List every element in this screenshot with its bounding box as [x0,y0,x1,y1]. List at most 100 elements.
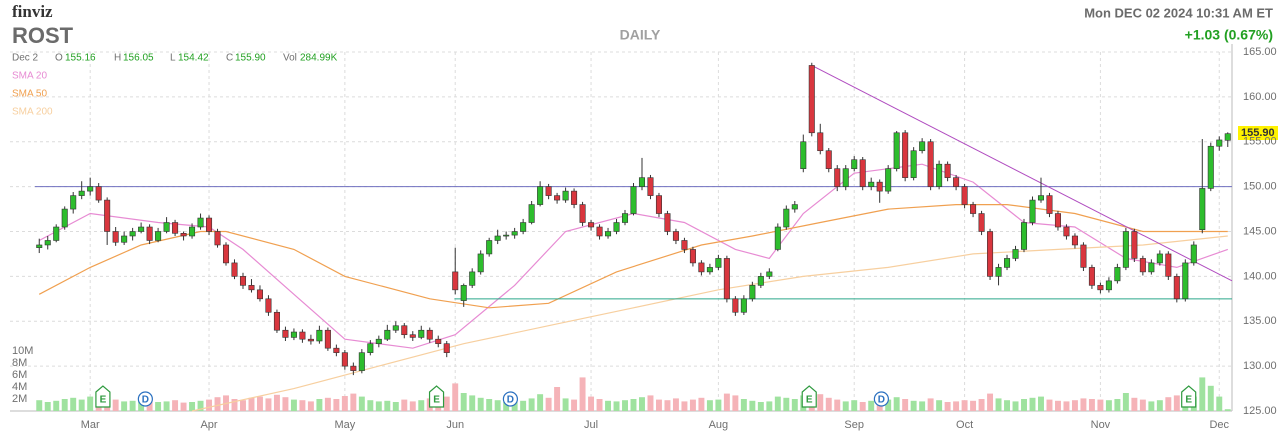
candle-body [112,231,119,243]
candle-body [197,217,204,228]
candle-body [1224,133,1231,141]
volume-bar [766,401,773,411]
volume-bar [817,394,824,411]
candle-body [503,234,510,237]
x-tick-label: Dec [1209,419,1229,431]
volume-bar [265,398,272,411]
candle-body [36,244,43,248]
candle-body [766,271,773,277]
candle-body [307,338,314,342]
volume-bar [859,402,866,411]
volume-bar [231,399,238,411]
volume-bar [418,400,425,411]
y-tick-label: 150.00 [1243,181,1277,193]
candle-body [537,186,544,205]
volume-bar [206,399,213,411]
volume-bar [486,399,493,411]
volume-bar [138,400,145,411]
volume-bar [1105,400,1112,411]
volume-bar [1021,399,1027,411]
candle-body [1148,262,1155,273]
volume-bar [588,396,595,411]
volume-bar [1173,395,1180,411]
x-tick-label: Apr [200,419,217,431]
quote-value: 156.05 [123,53,154,64]
volume-bar [1071,400,1078,411]
quote-label: C [226,53,233,64]
candle-body [180,232,187,237]
volume-bar [477,397,484,411]
y-tick-label: 160.00 [1243,91,1277,103]
candle-body [698,262,705,273]
quote-label: O [55,53,63,64]
volume-bar [757,402,764,411]
candle-body [961,186,968,205]
candle-body [1131,231,1138,259]
x-tick-label: Jul [584,419,598,431]
volume-tick-label: 10M [12,345,33,357]
candle-body [358,352,365,371]
volume-bar [970,400,977,411]
volume-bar [316,399,323,411]
volume-bar [630,399,637,411]
candle-body [53,226,60,241]
y-tick-label: 165.00 [1243,46,1277,58]
timestamp: Mon DEC 02 2024 10:31 AM ET [1084,5,1273,20]
candle-body [808,65,815,134]
volume-bar [1054,400,1061,411]
volume-tick-label: 8M [12,357,27,369]
candle-body [562,190,569,201]
volume-bar [494,400,501,411]
candle-body [834,168,841,187]
event-icon [873,391,889,407]
volume-bar [70,397,77,411]
volume-bar [1114,399,1121,411]
quote-value: 155.90 [235,53,266,64]
candle-body [494,235,501,241]
volume-bar [384,400,391,411]
volume-bar [1131,397,1138,411]
x-tick-label: Mar [81,419,100,431]
candle-body [1020,222,1028,250]
volume-bar [571,399,578,411]
volume-bar [987,393,994,411]
candle-body [350,365,357,371]
candle-body [520,222,527,232]
volume-bar [647,395,654,411]
volume-bar [834,399,841,411]
candle-body [885,168,892,192]
candle-body [936,163,943,187]
candle-body [443,343,450,353]
volume-bar [333,399,340,411]
candle-body [545,186,552,196]
volume-tick-label: 2M [12,393,27,405]
volume-bar [401,399,408,411]
volume-bar [452,383,459,411]
quote-label: L [170,53,176,64]
volume-bar [961,400,968,411]
volume-bar [910,400,917,411]
candle-body [138,226,145,232]
volume-bar [1038,396,1044,411]
volume-bar [698,397,705,411]
candle-body [740,298,747,313]
volume-bar [189,402,196,411]
event-label: E [806,395,813,406]
volume-bar [409,401,416,411]
volume-bar [112,399,119,411]
volume-bar [978,399,985,411]
x-tick-label: Jun [446,419,464,431]
volume-bar [1012,401,1019,411]
quote-date: Dec 2 [12,53,39,64]
volume-bar [36,400,43,411]
candle-body [1122,231,1129,268]
candle-body [273,311,280,331]
candle-body [655,195,662,214]
volume-bar [774,396,781,411]
volume-bar [503,402,510,411]
candle-body [927,141,934,187]
volume-bar [78,399,85,411]
candle-body [189,226,196,237]
candle-body [367,343,374,353]
candle-body [435,338,442,344]
